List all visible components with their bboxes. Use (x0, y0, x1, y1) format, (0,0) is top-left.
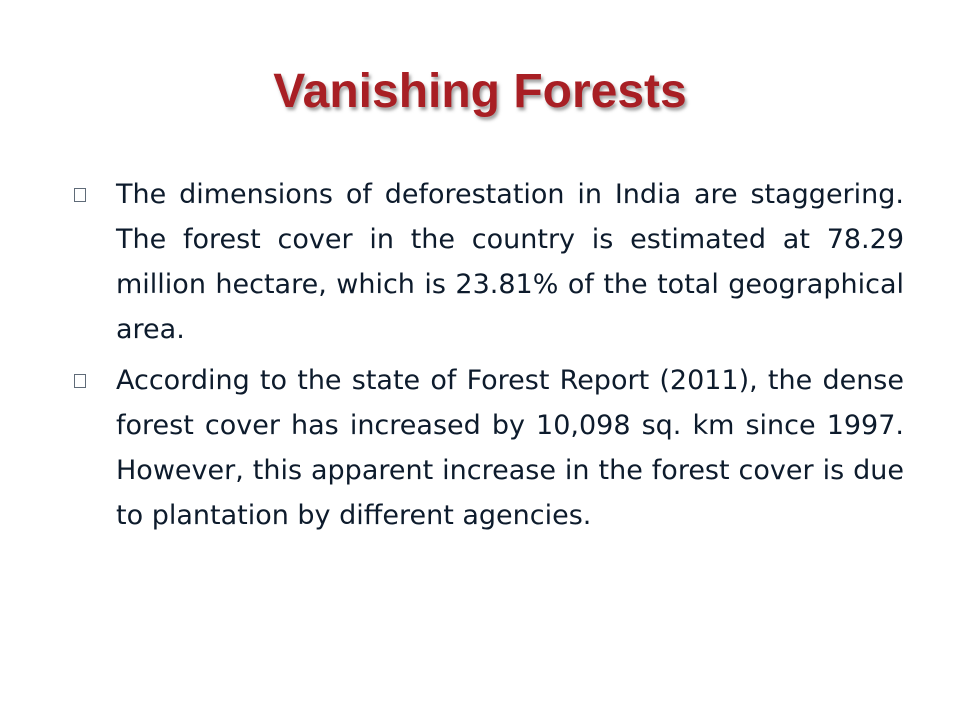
bullet-text: According to the state of Forest Report … (116, 365, 904, 531)
bullet-paragraph: According to the state of Forest Report … (74, 358, 904, 538)
bullet-text: The dimensions of deforestation in India… (116, 179, 904, 345)
slide-body: The dimensions of deforestation in India… (74, 172, 904, 544)
slide-title: Vanishing Forests (273, 65, 687, 118)
square-bullet-icon (74, 374, 86, 388)
square-bullet-icon (74, 188, 86, 202)
bullet-paragraph: The dimensions of deforestation in India… (74, 172, 904, 352)
